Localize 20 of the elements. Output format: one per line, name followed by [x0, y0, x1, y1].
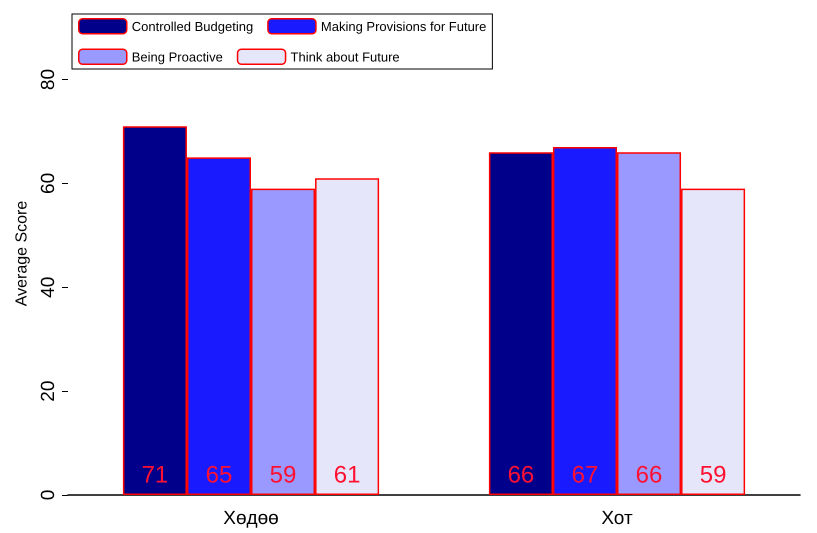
legend-label: Being Proactive — [132, 49, 223, 64]
data-label: 71 — [142, 462, 168, 488]
legend-label: Making Provisions for Future — [320, 18, 486, 34]
legend-label: Controlled Budgeting — [132, 18, 254, 34]
x-tick-label: Хот — [601, 508, 633, 529]
legend-label: Think about Future — [290, 49, 400, 64]
data-label: 67 — [572, 462, 598, 488]
data-label: 66 — [636, 462, 662, 488]
y-tick-label: 0 — [38, 490, 59, 500]
data-label: 59 — [270, 462, 296, 488]
y-tick-label: 60 — [38, 172, 59, 194]
y-tick-label: 40 — [38, 276, 59, 298]
data-label: 66 — [508, 462, 534, 488]
data-label: 59 — [700, 462, 726, 488]
y-tick-label: 80 — [38, 68, 59, 90]
data-label: 61 — [334, 462, 360, 488]
data-label: 65 — [206, 462, 232, 488]
x-tick-label: Хөдөө — [223, 508, 279, 529]
y-axis-title: Average Score — [14, 200, 30, 306]
y-tick-label: 20 — [38, 380, 59, 402]
